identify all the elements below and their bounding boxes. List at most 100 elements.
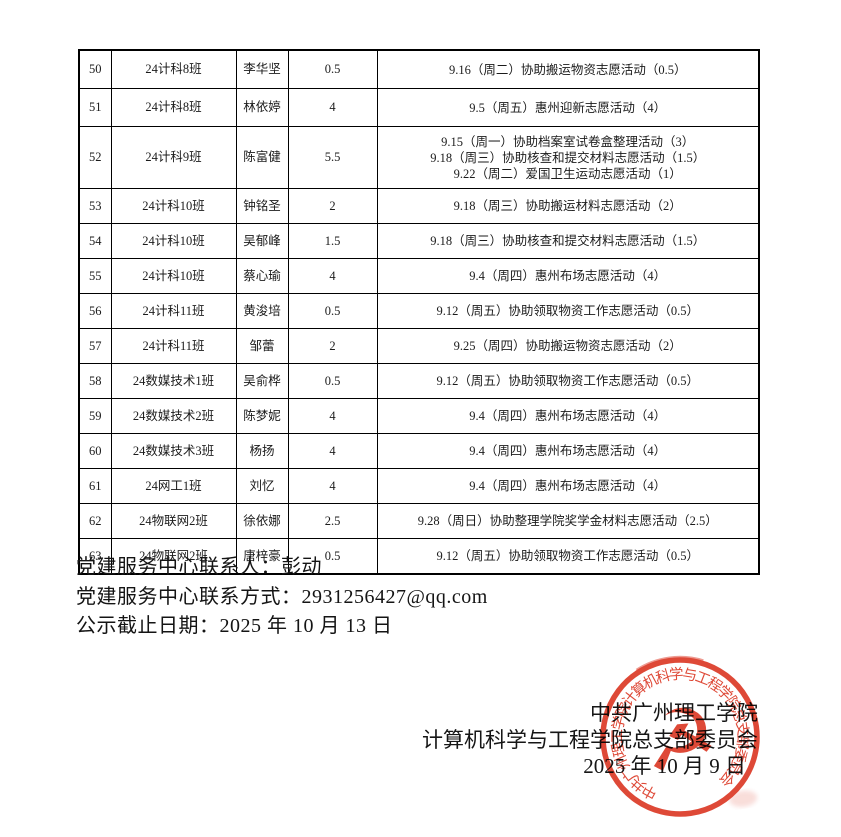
activity-line: 9.5（周五）惠州迎新志愿活动（4） (469, 100, 667, 115)
row-activities-cell: 9.4（周四）惠州布场志愿活动（4） (376, 398, 760, 434)
row-activities-cell: 9.4（周四）惠州布场志愿活动（4） (376, 433, 760, 469)
activity-line: 9.22（周二）爱国卫生运动志愿活动（1） (453, 166, 682, 181)
row-class-cell: 24数媒技术3班 (110, 433, 237, 469)
row-number-cell: 62 (78, 503, 112, 539)
row-number-cell: 52 (78, 126, 112, 189)
activity-line: 9.4（周四）惠州布场志愿活动（4） (469, 269, 667, 283)
deadline-line: 公示截止日期：2025 年 10 月 13 日 (76, 615, 393, 637)
row-hours-cell: 0.5 (287, 293, 378, 329)
activity-line: 9.12（周五）协助领取物资工作志愿活动（0.5） (436, 304, 699, 318)
table-row: 57 24计科11班 邹蕾 2 9.25（周四）协助搬运物资志愿活动（2） (78, 328, 760, 364)
contact-person-line: 党建服务中心联系人：彭动 (76, 556, 322, 578)
row-number-cell: 61 (78, 468, 112, 504)
row-hours-cell: 2 (287, 328, 378, 364)
row-activities-cell: 9.5（周五）惠州迎新志愿活动（4） (376, 88, 760, 127)
activity-line: 9.18（周三）协助核查和提交材料志愿活动（1.5） (430, 150, 706, 165)
row-student-cell: 吴郁峰 (235, 223, 289, 259)
table-row: 62 24物联网2班 徐依娜 2.5 9.28（周日）协助整理学院奖学金材料志愿… (78, 503, 760, 539)
row-student-cell: 陈梦妮 (235, 398, 289, 434)
row-number-cell: 51 (78, 88, 112, 127)
row-student-cell: 杨扬 (235, 433, 289, 469)
seal-smear-arc (635, 655, 704, 671)
activity-line: 9.16（周二）协助搬运物资志愿活动（0.5） (448, 62, 687, 77)
row-number-cell: 58 (78, 363, 112, 399)
table-row: 55 24计科10班 蔡心瑜 4 9.4（周四）惠州布场志愿活动（4） (78, 258, 760, 294)
row-number-cell: 54 (78, 223, 112, 259)
table-row: 58 24数媒技术1班 吴俞桦 0.5 9.12（周五）协助领取物资工作志愿活动… (78, 363, 760, 399)
row-number-cell: 53 (78, 188, 112, 224)
row-number-cell: 59 (78, 398, 112, 434)
row-activities-cell: 9.28（周日）协助整理学院奖学金材料志愿活动（2.5） (376, 503, 760, 539)
row-activities-cell: 9.25（周四）协助搬运物资志愿活动（2） (376, 328, 760, 364)
row-activities-cell: 9.15（周一）协助档案室试卷盒整理活动（3） 9.18（周三）协助核查和提交材料… (376, 126, 760, 189)
row-hours-cell: 2 (287, 188, 378, 224)
activity-line: 9.25（周四）协助搬运物资志愿活动（2） (453, 339, 682, 353)
row-student-cell: 黄浚培 (235, 293, 289, 329)
signature-date: 2025 年 10 月 9 日 (583, 754, 746, 778)
row-student-cell: 蔡心瑜 (235, 258, 289, 294)
contact-footer: 党建服务中心联系人：彭动 党建服务中心联系方式：2931256427@qq.co… (76, 553, 488, 642)
row-class-cell: 24计科11班 (110, 328, 237, 364)
activity-line: 9.12（周五）协助领取物资工作志愿活动（0.5） (436, 374, 699, 388)
table-row: 63 24物联网2班 唐梓豪 0.5 9.12（周五）协助领取物资工作志愿活动（… (78, 538, 760, 575)
activity-line: 9.18（周三）协助搬运材料志愿活动（2） (453, 199, 682, 213)
roster-table-body: 50 24计科8班 李华坚 0.5 9.16（周二）协助搬运物资志愿活动（0.5… (78, 49, 760, 575)
row-class-cell: 24数媒技术2班 (110, 398, 237, 434)
row-number-cell: 63 (78, 538, 112, 575)
table-row: 60 24数媒技术3班 杨扬 4 9.4（周四）惠州布场志愿活动（4） (78, 433, 760, 469)
row-class-cell: 24物联网2班 (110, 538, 237, 575)
row-hours-cell: 4 (287, 88, 378, 127)
row-activities-cell: 9.18（周三）协助核查和提交材料志愿活动（1.5） (376, 223, 760, 259)
row-class-cell: 24计科10班 (110, 188, 237, 224)
row-student-cell: 林依婷 (235, 88, 289, 127)
row-number-cell: 57 (78, 328, 112, 364)
row-hours-cell: 1.5 (287, 223, 378, 259)
row-class-cell: 24计科8班 (110, 88, 237, 127)
row-class-cell: 24网工1班 (110, 468, 237, 504)
activity-line: 9.4（周四）惠州布场志愿活动（4） (469, 479, 667, 493)
row-student-cell: 钟铭圣 (235, 188, 289, 224)
row-hours-cell: 4 (287, 258, 378, 294)
row-class-cell: 24计科11班 (110, 293, 237, 329)
row-class-cell: 24计科8班 (110, 49, 237, 89)
activity-line: 9.12（周五）协助领取物资工作志愿活动（0.5） (436, 549, 699, 563)
activity-line: 9.4（周四）惠州布场志愿活动（4） (469, 409, 667, 423)
row-student-cell: 吴俞桦 (235, 363, 289, 399)
row-hours-cell: 0.5 (287, 49, 378, 89)
row-number-cell: 60 (78, 433, 112, 469)
row-class-cell: 24物联网2班 (110, 503, 237, 539)
activity-line: 9.18（周三）协助核查和提交材料志愿活动（1.5） (430, 234, 706, 248)
row-activities-cell: 9.12（周五）协助领取物资工作志愿活动（0.5） (376, 293, 760, 329)
activity-line: 9.15（周一）协助档案室试卷盒整理活动（3） (441, 134, 695, 149)
activity-line: 9.28（周日）协助整理学院奖学金材料志愿活动（2.5） (417, 514, 718, 528)
table-row: 52 24计科9班 陈富健 5.5 9.15（周一）协助档案室试卷盒整理活动（3… (78, 126, 760, 189)
row-hours-cell: 4 (287, 468, 378, 504)
row-hours-cell: 2.5 (287, 503, 378, 539)
row-class-cell: 24计科9班 (110, 126, 237, 189)
contact-method-line: 党建服务中心联系方式：2931256427@qq.com (76, 585, 488, 608)
row-activities-cell: 9.4（周四）惠州布场志愿活动（4） (376, 258, 760, 294)
row-number-cell: 55 (78, 258, 112, 294)
row-class-cell: 24计科10班 (110, 258, 237, 294)
row-number-cell: 56 (78, 293, 112, 329)
table-row: 59 24数媒技术2班 陈梦妮 4 9.4（周四）惠州布场志愿活动（4） (78, 398, 760, 434)
seal-ink-blotch (729, 790, 758, 807)
table-row: 53 24计科10班 钟铭圣 2 9.18（周三）协助搬运材料志愿活动（2） (78, 188, 760, 224)
row-hours-cell: 0.5 (287, 538, 378, 575)
row-activities-cell: 9.12（周五）协助领取物资工作志愿活动（0.5） (376, 538, 760, 575)
row-activities-cell: 9.16（周二）协助搬运物资志愿活动（0.5） (376, 49, 760, 89)
table-row: 54 24计科10班 吴郁峰 1.5 9.18（周三）协助核查和提交材料志愿活动… (78, 223, 760, 259)
table-row: 51 24计科8班 林依婷 4 9.5（周五）惠州迎新志愿活动（4） (78, 88, 760, 127)
row-student-cell: 邹蕾 (235, 328, 289, 364)
row-hours-cell: 4 (287, 433, 378, 469)
row-hours-cell: 4 (287, 398, 378, 434)
row-student-cell: 徐依娜 (235, 503, 289, 539)
signature-block: 中共广州理工学院 计算机科学与工程学院总支部委员会 2025 年 10 月 9 … (422, 700, 758, 780)
table-row: 61 24网工1班 刘忆 4 9.4（周四）惠州布场志愿活动（4） (78, 468, 760, 504)
row-student-cell: 李华坚 (235, 49, 289, 89)
row-class-cell: 24数媒技术1班 (110, 363, 237, 399)
row-activities-cell: 9.4（周四）惠州布场志愿活动（4） (376, 468, 760, 504)
table-row: 56 24计科11班 黄浚培 0.5 9.12（周五）协助领取物资工作志愿活动（… (78, 293, 760, 329)
org-name-line1: 中共广州理工学院 (590, 701, 758, 725)
row-student-cell: 刘忆 (235, 468, 289, 504)
